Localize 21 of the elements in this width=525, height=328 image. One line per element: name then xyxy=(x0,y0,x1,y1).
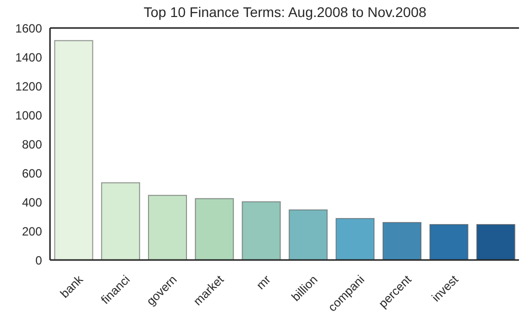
bar xyxy=(194,198,234,260)
y-tick-label: 1600 xyxy=(15,21,42,36)
y-tick-label: 1200 xyxy=(15,79,42,94)
bar xyxy=(148,194,187,260)
bar xyxy=(476,224,516,260)
bar xyxy=(101,182,140,260)
y-tick-label: 600 xyxy=(22,166,42,180)
x-tick-label: mr xyxy=(254,272,274,292)
chart-title: Top 10 Finance Terms: Aug.2008 to Nov.2008 xyxy=(142,4,428,20)
bar xyxy=(54,40,94,260)
y-tick-label: 200 xyxy=(22,224,42,238)
bar xyxy=(382,222,422,260)
y-tick-label: 1000 xyxy=(15,108,42,122)
bar xyxy=(288,209,328,260)
bar xyxy=(429,224,468,260)
y-tick-label: 1400 xyxy=(15,50,42,64)
bar xyxy=(242,201,281,260)
y-tick-label: 400 xyxy=(22,195,42,210)
bar xyxy=(336,218,375,260)
y-tick-label: 800 xyxy=(22,137,42,152)
y-tick-label: 0 xyxy=(35,253,42,268)
